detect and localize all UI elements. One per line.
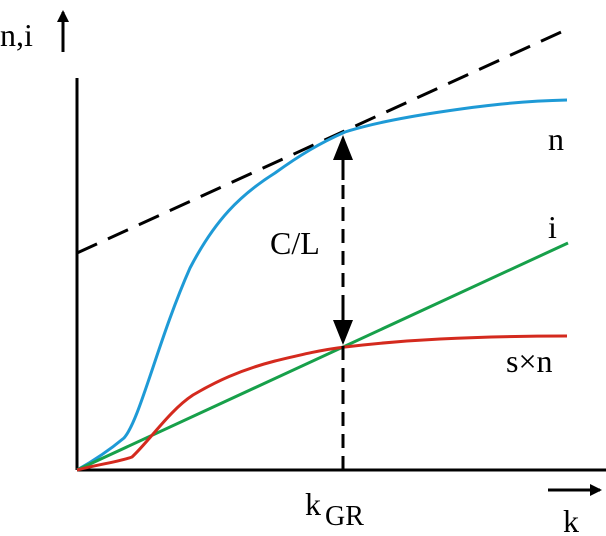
curve-i bbox=[76, 241, 569, 472]
curve-n-label: n bbox=[548, 121, 564, 157]
kgr-label-sub: GR bbox=[325, 501, 364, 532]
cl-label: C/L bbox=[270, 225, 320, 261]
kgr-label-base: k bbox=[305, 486, 321, 522]
tangent-line bbox=[76, 26, 571, 255]
x-axis-label: k bbox=[563, 503, 579, 536]
cl-arrow-up-head bbox=[333, 135, 353, 160]
curve-n bbox=[76, 98, 568, 472]
curve-sn bbox=[76, 334, 568, 472]
curve-sn-label: s×n bbox=[506, 343, 553, 379]
y-axis-label: n,i bbox=[0, 17, 33, 53]
curve-i-label: i bbox=[548, 209, 557, 245]
cl-arrow-down-head bbox=[333, 320, 353, 345]
